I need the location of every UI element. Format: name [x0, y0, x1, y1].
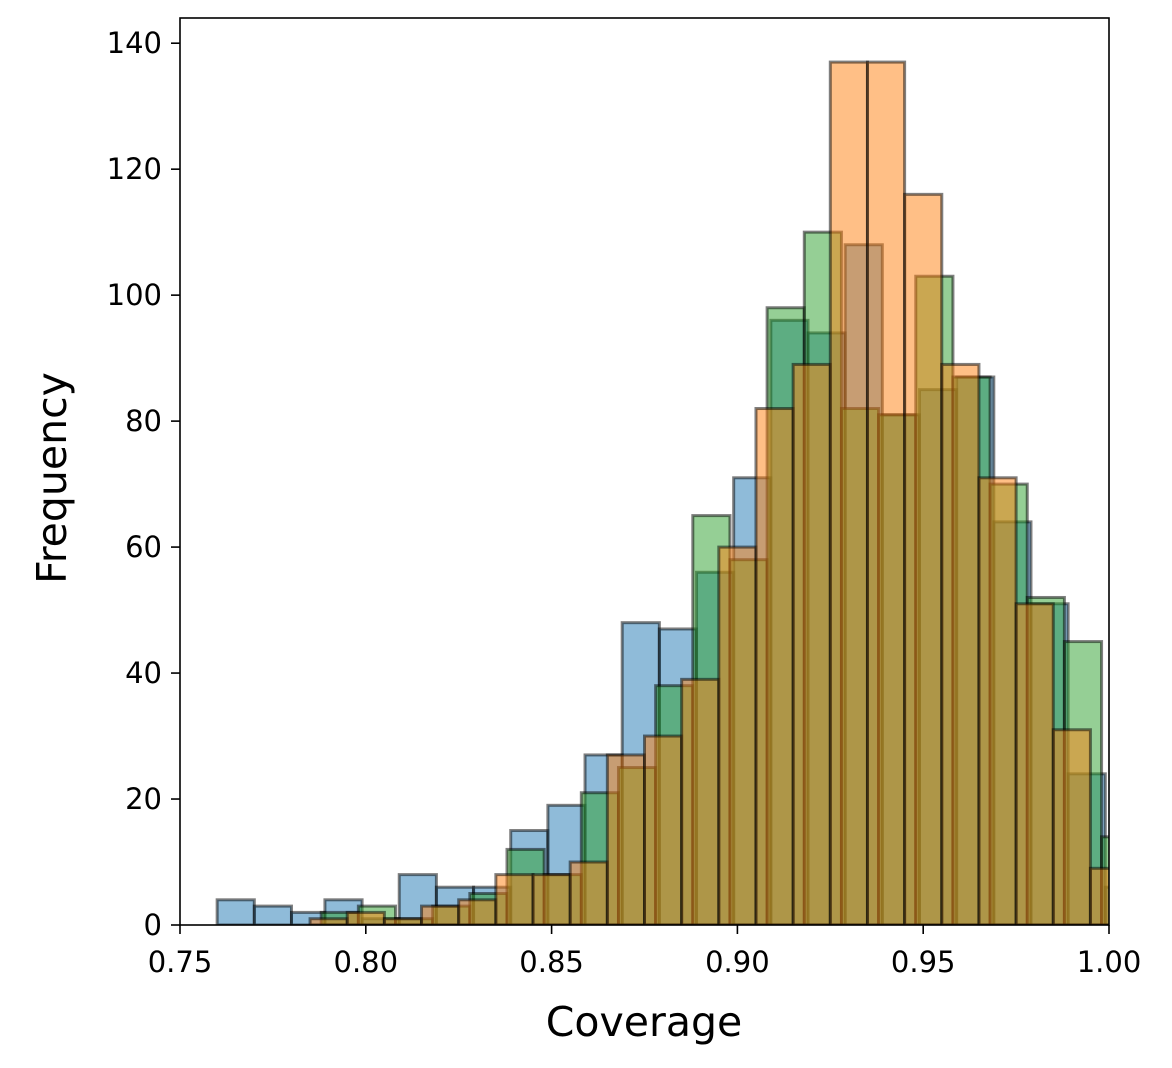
x-axis-title: Coverage	[546, 998, 742, 1046]
histogram-bar-s3-15	[828, 60, 869, 925]
x-tick-label: 0.85	[519, 945, 584, 979]
histogram-bar-s3-16	[865, 60, 907, 925]
histogram-bar-s3-5	[457, 898, 498, 925]
histogram-bar-s1-3	[252, 904, 293, 925]
histogram-bar-s3-7	[531, 873, 572, 925]
histogram-bar-s3-14	[791, 362, 832, 925]
y-tick-label: 80	[125, 404, 162, 438]
x-axis: 0.75 0.80 0.85 0.90 0.95 1.00	[148, 925, 1142, 979]
histogram-bar-s3-20	[1014, 602, 1055, 925]
y-tick-label: 40	[125, 656, 162, 690]
histogram-bar-s3-18	[940, 362, 981, 925]
histogram-bar-s3-8	[568, 860, 609, 925]
histogram-bar-s1-2	[215, 898, 256, 925]
histogram-bar-s3-13	[754, 407, 795, 925]
y-tick-label: 60	[125, 530, 162, 564]
y-tick-label: 20	[125, 782, 162, 816]
x-tick-label: 0.80	[334, 945, 399, 979]
y-tick-label: 0	[144, 908, 162, 942]
y-axis-title: Frequency	[28, 372, 76, 584]
histogram-bar-s3-11	[680, 677, 721, 925]
histogram-bar-s1-26	[1103, 885, 1109, 925]
y-tick-label: 140	[107, 26, 162, 60]
histogram-bar-s3-10	[643, 734, 684, 925]
x-tick-label: 0.75	[148, 945, 213, 979]
y-tick-label: 120	[107, 152, 162, 186]
histogram-bar-s3-21	[1051, 728, 1092, 925]
histogram-bar-s3-9	[605, 753, 647, 925]
histogram-bars	[215, 60, 1109, 925]
histogram-bar-s3-6	[494, 873, 535, 925]
histogram-bar-s3-3	[382, 917, 424, 925]
histogram-bar-s3-22	[1088, 866, 1109, 925]
histogram-bar-s3-12	[717, 545, 758, 925]
x-tick-label: 0.90	[705, 945, 770, 979]
x-tick-label: 0.95	[891, 945, 956, 979]
histogram-bar-s3-19	[977, 476, 1018, 925]
histogram-bar-s3-17	[903, 192, 944, 925]
histogram-bar-s3-2	[345, 910, 386, 925]
histogram-series-3	[308, 60, 1109, 925]
histogram-bar-s3-1	[308, 917, 349, 925]
y-axis: 0 20 40 60 80 100 120 140	[107, 26, 180, 942]
y-tick-label: 100	[107, 278, 162, 312]
plot-frame	[179, 17, 1110, 926]
x-tick-label: 1.00	[1077, 945, 1142, 979]
histogram-bar-s3-4	[420, 904, 461, 925]
